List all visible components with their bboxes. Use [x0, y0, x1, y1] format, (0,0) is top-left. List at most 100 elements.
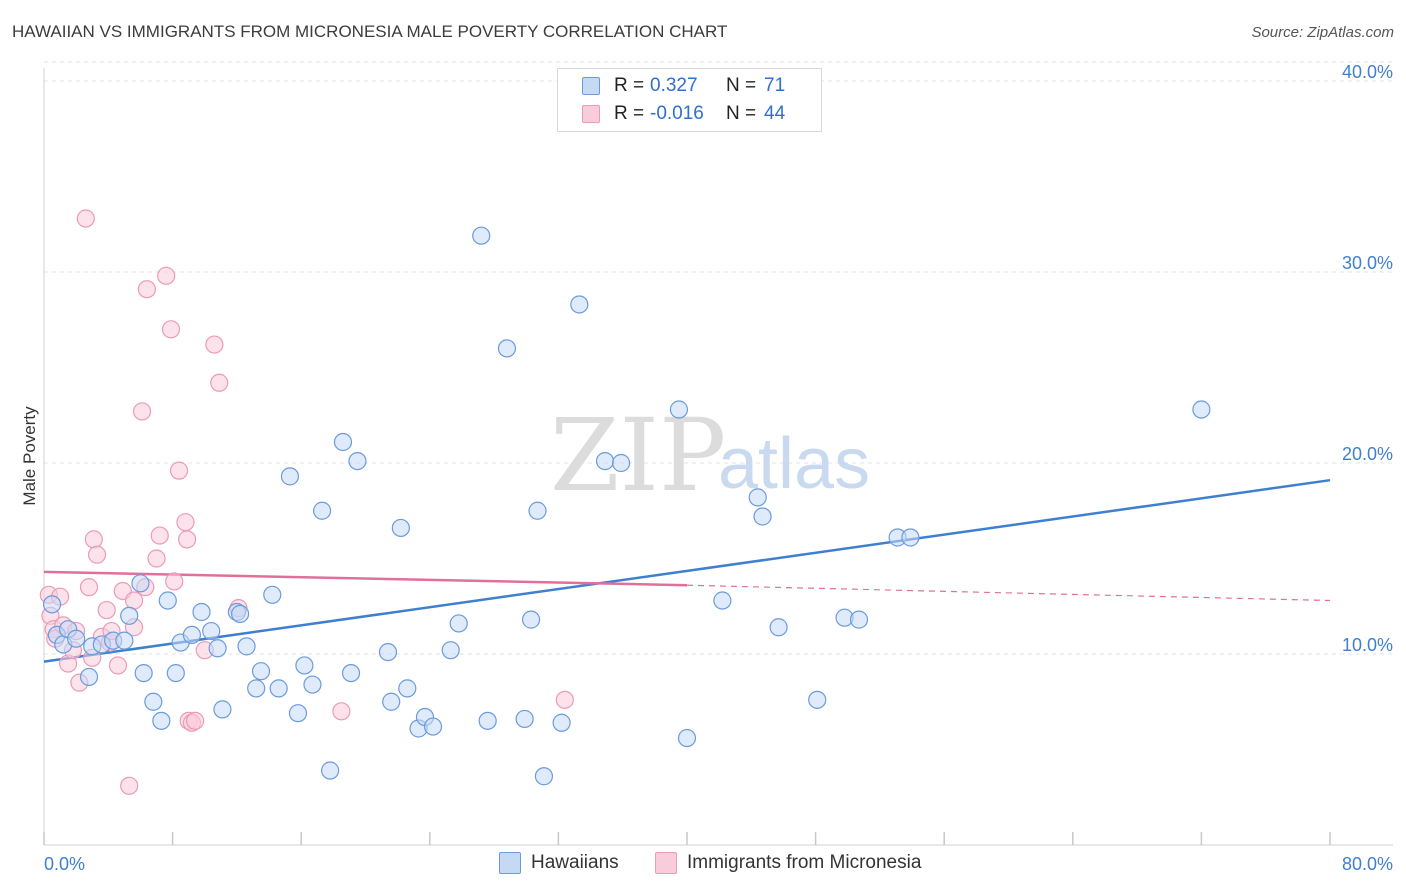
point-hawaiians — [67, 629, 86, 648]
legend-label: Immigrants from Micronesia — [687, 852, 922, 873]
y-tick-label: 10.0% — [1342, 635, 1393, 655]
bottom-legend-micronesia: Immigrants from Micronesia — [655, 852, 921, 874]
point-hawaiians — [528, 501, 547, 520]
point-micronesia — [120, 776, 139, 795]
point-micronesia — [332, 702, 351, 721]
n-value: 44 — [764, 103, 786, 124]
point-micronesia — [150, 526, 169, 545]
point-micronesia — [124, 591, 144, 610]
pink-swatch — [582, 105, 600, 123]
grid — [44, 61, 1393, 655]
point-micronesia — [161, 320, 181, 339]
point-hawaiians — [341, 663, 361, 683]
watermark-zip: ZIP — [550, 397, 726, 514]
point-hawaiians — [280, 467, 300, 486]
point-micronesia — [205, 335, 224, 354]
point-hawaiians — [333, 432, 353, 452]
legend-row-micronesia: R = -0.016 N = 44 — [582, 100, 785, 128]
point-micronesia — [147, 549, 166, 568]
point-hawaiians — [769, 618, 788, 637]
point-hawaiians — [441, 641, 460, 660]
point-micronesia — [108, 656, 128, 675]
point-micronesia — [177, 530, 197, 549]
point-hawaiians — [42, 595, 62, 614]
y-tick-labels: 10.0% 20.0% 30.0% 40.0% — [1342, 62, 1393, 655]
point-hawaiians — [534, 767, 554, 786]
point-hawaiians — [570, 295, 589, 314]
point-hawaiians — [423, 717, 443, 736]
point-hawaiians — [231, 604, 250, 623]
point-hawaiians — [251, 662, 271, 681]
point-hawaiians — [478, 711, 497, 730]
point-micronesia — [165, 572, 184, 591]
y-tick-label: 40.0% — [1342, 62, 1393, 82]
point-micronesia — [210, 373, 229, 392]
point-hawaiians — [713, 591, 732, 610]
point-hawaiians — [677, 728, 697, 748]
x-tick-label-min: 0.0% — [44, 854, 85, 874]
point-hawaiians — [182, 625, 201, 645]
point-hawaiians — [515, 709, 534, 729]
point-hawaiians — [152, 711, 171, 730]
trend-line-micronesia — [43, 570, 688, 587]
trend-line-hawaiians — [43, 478, 1331, 663]
point-hawaiians — [1192, 400, 1211, 419]
point-hawaiians — [849, 610, 869, 629]
legend-row-hawaiians: R = 0.327 N = 71 — [582, 72, 785, 100]
chart-title: HAWAIIAN VS IMMIGRANTS FROM MICRONESIA M… — [12, 22, 728, 41]
watermark-atlas: atlas — [718, 424, 870, 504]
point-hawaiians — [131, 574, 150, 593]
x-tick-label-max: 80.0% — [1342, 854, 1393, 874]
point-hawaiians — [134, 663, 153, 683]
point-hawaiians — [901, 528, 920, 547]
point-hawaiians — [552, 713, 571, 732]
n-value: 71 — [764, 75, 786, 96]
legend-label: Hawaiians — [531, 852, 619, 873]
point-micronesia — [97, 600, 116, 620]
point-hawaiians — [208, 639, 227, 658]
point-hawaiians — [115, 631, 134, 650]
point-hawaiians — [295, 656, 314, 675]
point-hawaiians — [263, 585, 282, 604]
point-micronesia — [176, 513, 195, 532]
point-hawaiians — [213, 700, 232, 719]
point-hawaiians — [595, 451, 615, 471]
point-hawaiians — [237, 637, 256, 656]
point-micronesia — [186, 711, 205, 730]
r-value: -0.016 — [650, 103, 704, 124]
point-hawaiians — [748, 488, 767, 507]
point-micronesia — [157, 266, 176, 285]
point-hawaiians — [288, 704, 308, 723]
point-hawaiians — [144, 692, 163, 711]
bottom-legend-hawaiians: Hawaiians — [499, 852, 619, 874]
point-hawaiians — [753, 507, 772, 526]
point-hawaiians — [79, 667, 99, 687]
point-hawaiians — [611, 453, 631, 473]
point-micronesia — [76, 209, 95, 228]
data-points — [39, 209, 1211, 795]
point-micronesia — [137, 280, 156, 299]
point-micronesia — [84, 530, 103, 549]
blue-swatch — [582, 77, 600, 95]
point-hawaiians — [382, 692, 401, 711]
point-hawaiians — [303, 675, 322, 694]
point-micronesia — [132, 402, 152, 421]
y-tick-label: 30.0% — [1342, 253, 1393, 273]
point-micronesia — [555, 690, 574, 709]
point-hawaiians — [321, 761, 340, 780]
r-label: R = — [614, 75, 645, 96]
point-hawaiians — [166, 663, 185, 683]
point-hawaiians — [472, 226, 491, 245]
pink-swatch — [655, 852, 677, 874]
point-hawaiians — [449, 614, 468, 633]
trend-lines — [43, 478, 1331, 663]
point-hawaiians — [312, 501, 332, 520]
point-micronesia — [169, 461, 189, 480]
source-label: Source: ZipAtlas.com — [1251, 24, 1394, 41]
point-hawaiians — [378, 642, 398, 662]
r-label: R = — [614, 103, 645, 124]
point-hawaiians — [269, 679, 288, 698]
point-hawaiians — [669, 400, 689, 419]
point-hawaiians — [497, 339, 517, 358]
